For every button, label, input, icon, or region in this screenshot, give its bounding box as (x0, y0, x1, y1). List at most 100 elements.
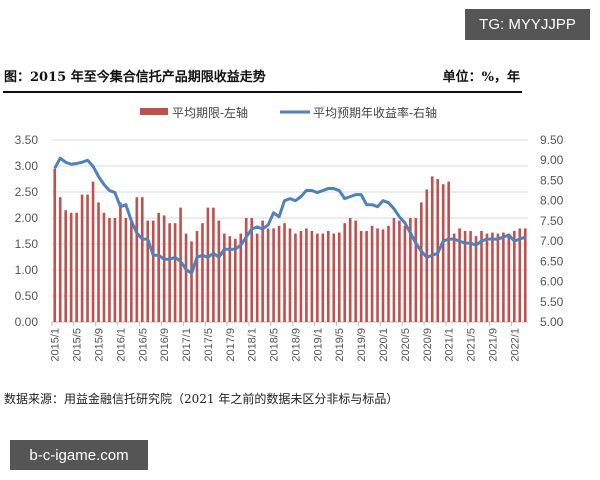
bar (223, 233, 226, 322)
bar (233, 238, 237, 322)
x-tick-label: 2021/5 (466, 328, 478, 362)
bar (140, 197, 144, 322)
bar (212, 207, 215, 322)
bar (316, 233, 319, 322)
bar (343, 223, 347, 322)
x-tick-label: 2020/9 (422, 328, 434, 362)
x-tick-label: 2018/5 (269, 328, 281, 362)
bar (64, 210, 67, 322)
y-right-tick-label: 7.00 (540, 234, 564, 248)
y-left-tick-label: 0.00 (15, 315, 39, 329)
bar (244, 218, 248, 322)
bar (261, 220, 264, 322)
bar (157, 212, 160, 322)
legend-label-bar: 平均期限-左轴 (172, 105, 248, 120)
bar (474, 236, 478, 322)
bar (97, 202, 100, 322)
bar (469, 231, 472, 322)
bar (255, 233, 259, 322)
unit-label: 单位：%，年 (442, 70, 520, 85)
bar (365, 231, 368, 322)
x-tick-label: 2020/5 (400, 328, 412, 362)
bar (173, 223, 177, 322)
bar (190, 241, 193, 322)
bar (485, 233, 489, 322)
y-right-tick-label: 5.00 (540, 315, 564, 329)
bar (403, 225, 407, 322)
bar (283, 223, 286, 322)
bar (310, 231, 314, 322)
watermark-bottom: b-c-igame.com (10, 440, 148, 470)
y-right-tick-label: 6.00 (540, 275, 564, 289)
bar (58, 197, 62, 322)
bar (491, 232, 494, 322)
bar (513, 231, 516, 322)
bar (359, 231, 363, 322)
bar (348, 218, 352, 322)
bar (195, 231, 199, 322)
bar (228, 236, 232, 322)
y-left-tick-label: 3.50 (15, 133, 39, 147)
bar (398, 220, 401, 322)
bar (518, 228, 522, 322)
title-divider (3, 91, 522, 93)
bar (179, 207, 182, 322)
watermark-top: TG: MYYJJPP (465, 9, 590, 40)
bar (102, 212, 106, 322)
bar (162, 215, 166, 322)
x-tick-label: 2020/1 (378, 328, 390, 362)
bar (376, 228, 379, 322)
bar (392, 218, 396, 322)
x-tick-label: 2015/5 (72, 328, 84, 362)
x-tick-label: 2016/5 (137, 328, 149, 362)
y-left-tick-label: 1.50 (15, 237, 39, 251)
bar (523, 228, 527, 322)
bar (430, 176, 434, 322)
bar (217, 220, 221, 322)
bar (184, 233, 188, 322)
y-right-tick-label: 9.00 (540, 153, 564, 167)
y-left-tick-label: 2.50 (15, 185, 39, 199)
x-tick-label: 2021/9 (487, 328, 499, 362)
bar (119, 202, 122, 322)
bar (272, 228, 275, 322)
bar (86, 194, 89, 322)
x-tick-label: 2017/1 (181, 328, 193, 362)
bar (463, 231, 467, 322)
bar (239, 233, 243, 322)
bar (146, 220, 150, 322)
source-note: 数据来源：用益金融信托研究院（2021 年之前的数据未区分非标与标品） (4, 392, 399, 406)
bar (507, 233, 511, 322)
bar (277, 225, 281, 322)
bar (480, 231, 483, 322)
bar (441, 184, 445, 322)
bar (409, 218, 412, 322)
x-tick-label: 2017/5 (203, 328, 215, 362)
yield-line (53, 156, 526, 275)
bar (332, 233, 336, 322)
y-right-tick-label: 8.00 (540, 194, 564, 208)
bar (69, 212, 73, 322)
bar (80, 194, 84, 322)
x-tick-label: 2016/1 (115, 328, 127, 362)
x-tick-label: 2015/1 (50, 328, 62, 362)
bar (168, 223, 171, 322)
bar (108, 218, 111, 322)
bar (299, 231, 303, 322)
y-right-tick-label: 5.50 (540, 295, 564, 309)
bar (135, 197, 139, 322)
bar (250, 218, 254, 322)
bar (201, 223, 204, 322)
legend-swatch-bar (140, 108, 168, 115)
y-left-tick-label: 0.50 (15, 289, 39, 303)
bar (294, 233, 297, 322)
bar (452, 233, 456, 322)
bar (370, 225, 374, 322)
bar (321, 233, 325, 322)
y-left-tick-label: 3.00 (15, 159, 39, 173)
bar (387, 225, 390, 322)
bar (124, 218, 128, 322)
y-left-tick-label: 1.00 (15, 263, 39, 277)
bar (381, 229, 385, 322)
